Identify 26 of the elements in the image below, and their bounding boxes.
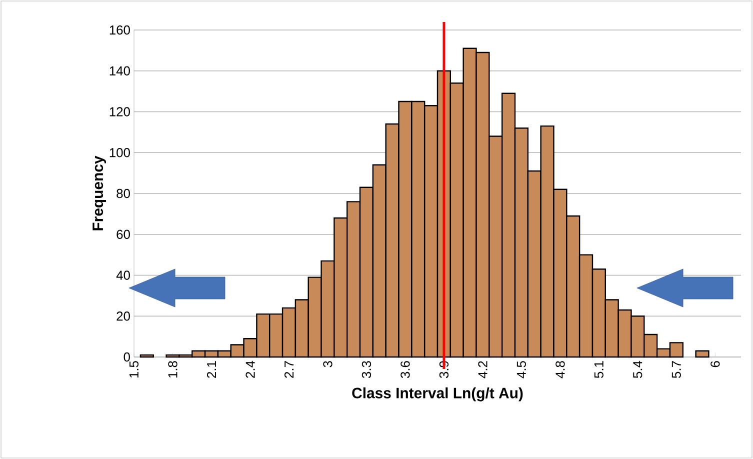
x-tick-label: 1.5 <box>129 361 139 378</box>
y-axis-title: Frequency <box>92 156 106 230</box>
y-tick-label: 140 <box>110 66 130 76</box>
y-tick-label: 40 <box>116 270 130 280</box>
y-tick-label: 100 <box>110 148 130 158</box>
x-axis-title: Class Interval Ln(g/t Au) <box>352 387 523 402</box>
x-tick-label: 5.4 <box>633 360 642 378</box>
x-tick-label: 2.1 <box>206 361 216 378</box>
y-tick-label: 20 <box>116 312 130 321</box>
x-tick-label: 4.5 <box>516 361 526 378</box>
y-tick-label: 120 <box>110 107 130 116</box>
y-tick-label: 80 <box>116 188 130 198</box>
x-tick-label: 4.8 <box>556 361 565 378</box>
x-tick-label: 5.7 <box>672 361 681 378</box>
x-tick-label: 3.3 <box>362 361 372 378</box>
x-tick-label: 5.1 <box>594 361 604 378</box>
x-tick-label: 2.4 <box>246 360 255 378</box>
y-tick-label: 60 <box>116 230 130 239</box>
y-tick-label: 160 <box>110 25 130 35</box>
x-tick-label: 6 <box>710 361 720 368</box>
x-tick-label: 1.8 <box>168 361 178 378</box>
y-tick-label: 0 <box>124 352 130 362</box>
x-tick-label: 4.2 <box>478 361 488 378</box>
x-tick-label: 3 <box>323 361 332 368</box>
x-tick-label: 3.6 <box>400 361 410 378</box>
x-tick-label: 2.7 <box>284 361 294 378</box>
